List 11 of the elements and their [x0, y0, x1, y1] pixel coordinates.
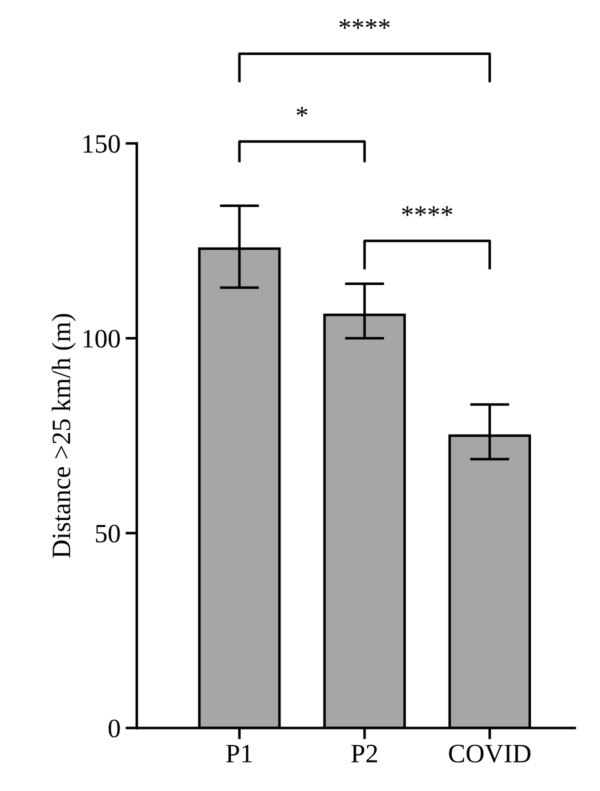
y-axis-title: Distance >25 km/h (m) — [52, 314, 76, 558]
text: * — [296, 106, 308, 117]
y-tick-label: 0 — [108, 720, 120, 738]
x-tick-label: P2 — [351, 744, 378, 762]
annotation: **** — [402, 206, 452, 216]
text: **** — [339, 19, 390, 29]
y-tick-label: 50 — [96, 524, 120, 543]
y-tick-label: 150 — [84, 135, 120, 153]
x-tick-label: P1 — [226, 744, 252, 762]
x-tick-label: COVID — [449, 744, 530, 763]
y-tick-label: 100 — [84, 330, 120, 348]
